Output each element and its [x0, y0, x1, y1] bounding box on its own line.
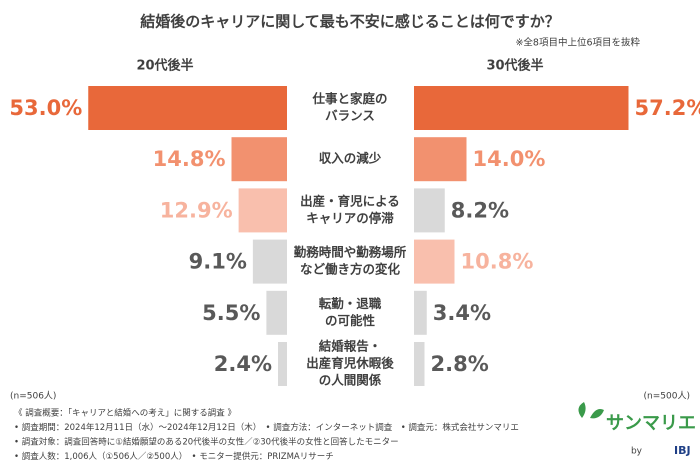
bar: [414, 290, 427, 335]
footer-note: • 調査対象：調査回答時に①結婚願望のある20代後半の女性／②30代後半の女性と…: [14, 437, 399, 448]
bar: [414, 188, 445, 233]
series-header: 20代後半: [136, 58, 193, 74]
bar: [414, 86, 629, 130]
category-label: 収入の減少: [319, 151, 382, 166]
category-label: 出産育児休暇後: [306, 356, 394, 371]
bar: [278, 342, 287, 386]
bar: [414, 342, 425, 386]
chart-title: 結婚後のキャリアに関して最も不安に感じることは何ですか？: [140, 13, 560, 31]
value-label: 9.1%: [189, 250, 247, 274]
value-label: 8.2%: [451, 198, 509, 222]
chart-subtitle: ※全8項目中上位6項目を抜粋: [515, 37, 640, 49]
category-label: キャリアの停滞: [306, 210, 394, 225]
value-label: 57.2%: [635, 96, 700, 120]
value-label: 3.4%: [433, 301, 491, 325]
value-label: 53.0%: [9, 96, 82, 120]
category-label: 仕事と家庭の: [311, 91, 387, 106]
logo-by: by: [631, 447, 643, 457]
bar: [414, 137, 467, 182]
bar: [88, 86, 287, 130]
category-label: 出産・育児による: [300, 193, 400, 208]
sample-size: (n=506人): [10, 391, 56, 402]
series-header: 30代後半: [486, 58, 543, 74]
logo-icon: [578, 402, 604, 419]
footer-note: • 調査期間：2024年12月11日（水）〜2024年12月12日（木） • 調…: [14, 422, 519, 433]
bar: [266, 290, 287, 335]
value-label: 12.9%: [160, 198, 233, 222]
value-label: 5.5%: [202, 301, 260, 325]
footer-note: 《 調査概要：「キャリアと結婚への考え」に関する調査 》: [14, 408, 236, 419]
logo-name: サンマリエ: [606, 413, 696, 434]
logo-brand: IBJ: [674, 444, 691, 457]
value-label: 14.8%: [153, 147, 226, 171]
category-label: 勤務時間や勤務場所: [294, 245, 407, 260]
category-label: 転勤・退職: [319, 296, 382, 311]
logo: サンマリエ by IBJ: [578, 402, 696, 457]
category-label: の可能性: [325, 313, 376, 328]
category-label: の人間関係: [319, 373, 382, 388]
bar: [238, 188, 287, 233]
bar: [252, 239, 287, 284]
bar: [414, 239, 455, 284]
sample-size: (n=500人): [644, 391, 690, 402]
category-label: バランス: [325, 108, 375, 123]
value-label: 2.8%: [431, 352, 489, 376]
value-label: 2.4%: [214, 352, 272, 376]
value-label: 10.8%: [461, 250, 534, 274]
category-label: 結婚報告・: [319, 339, 382, 354]
footer-note: • 調査人数：1,006人（①506人／②500人） • モニター提供元：PRI…: [14, 451, 334, 462]
category-label: など働き方の変化: [300, 262, 401, 277]
bar: [231, 137, 287, 182]
value-label: 14.0%: [473, 147, 546, 171]
